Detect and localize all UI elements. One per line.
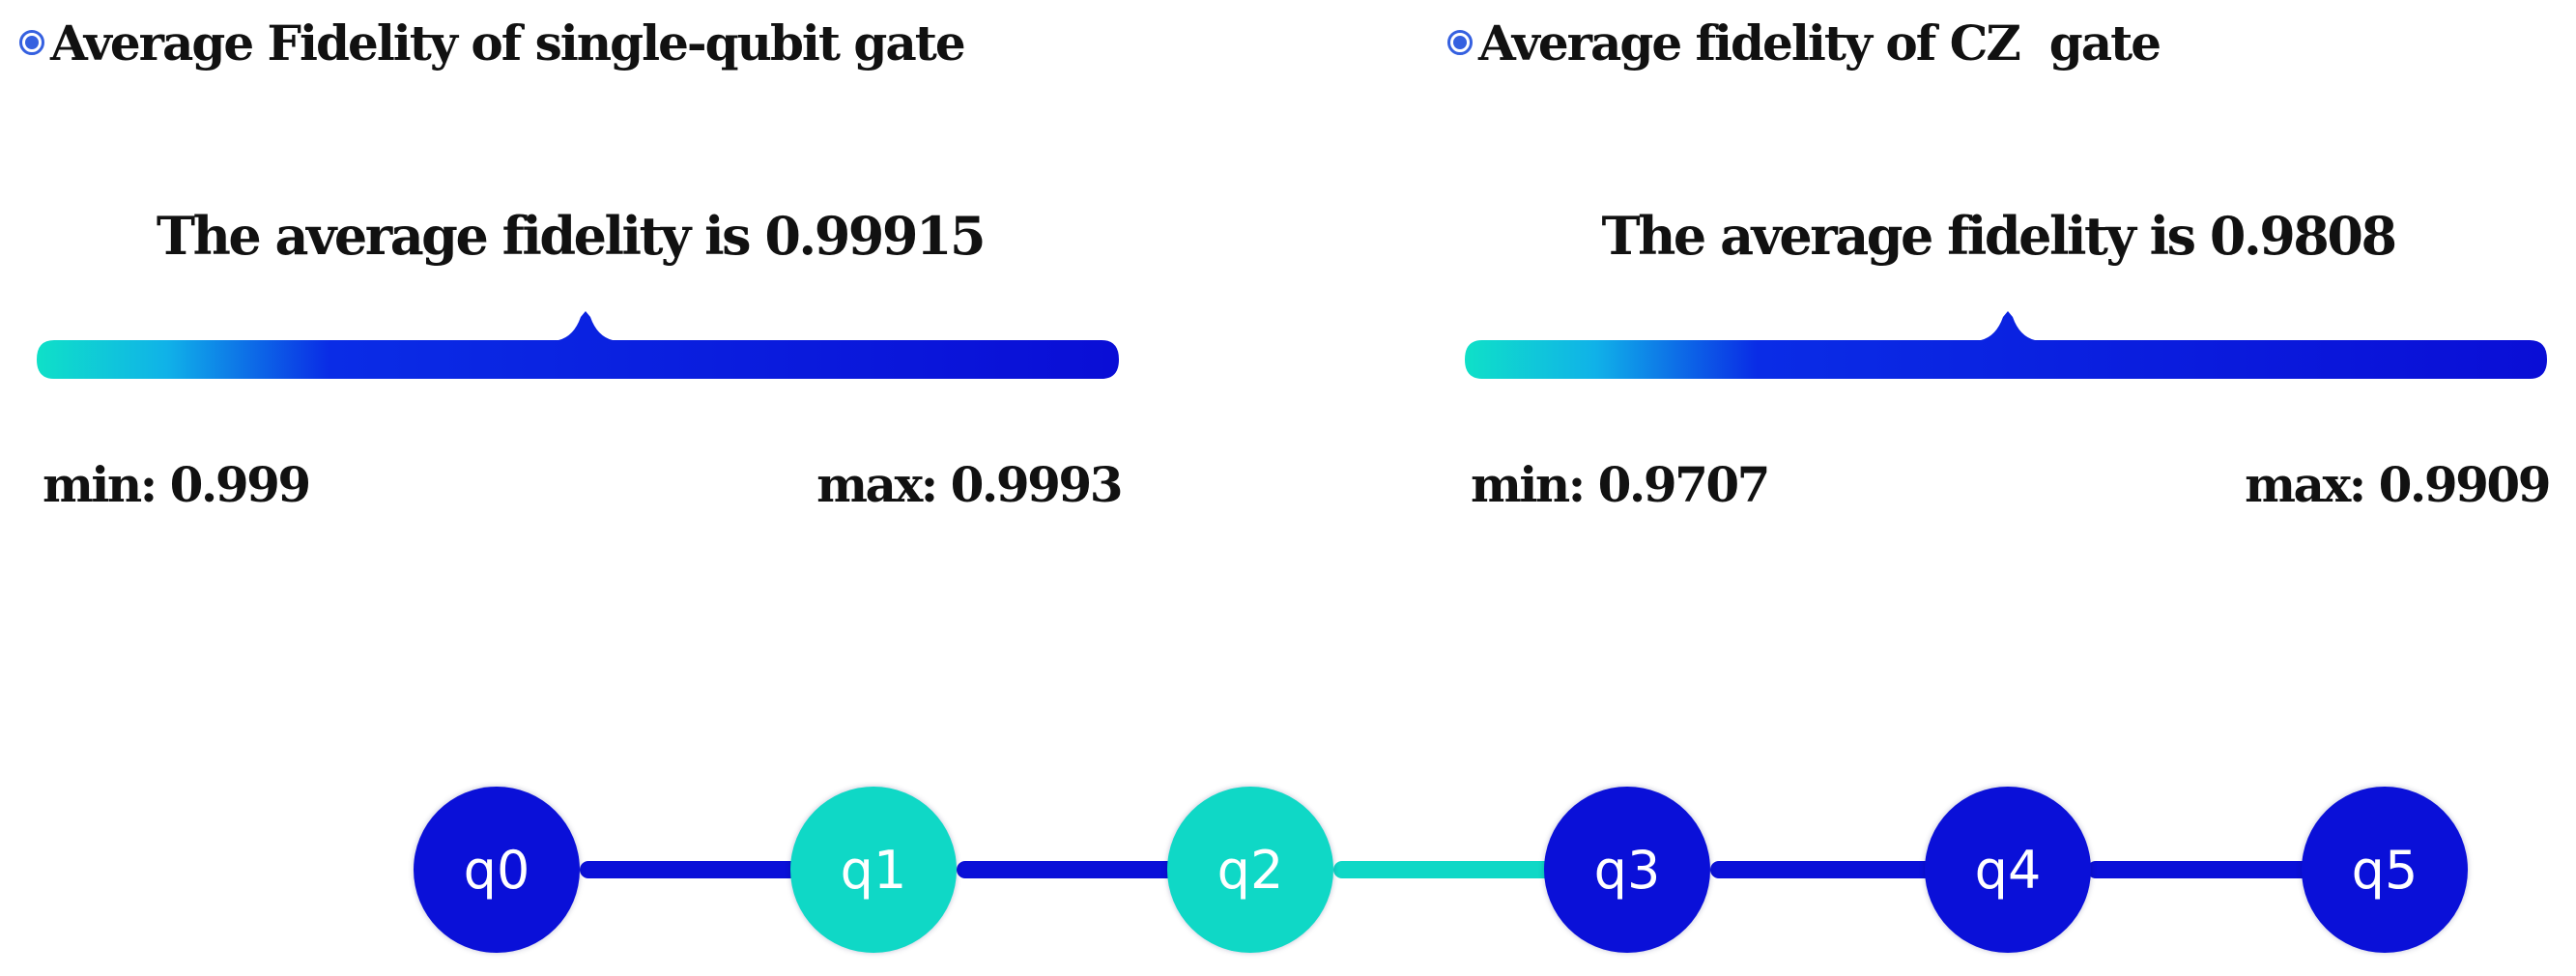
qubit-label: q0	[463, 839, 530, 901]
qubit-node-q4[interactable]: q4	[1925, 787, 2091, 953]
bullet-icon	[19, 30, 44, 55]
qubit-topology-graph: q0 q1 q2 q3 q4 q5	[0, 763, 2576, 976]
qubit-node-q2[interactable]: q2	[1167, 787, 1333, 953]
qubit-node-q3[interactable]: q3	[1544, 787, 1710, 953]
single-qubit-fidelity-panel: Average Fidelity of single-qubit gate Th…	[19, 0, 1159, 541]
coupler-q3-q4[interactable]	[1710, 861, 1942, 878]
coupler-q2-q3[interactable]	[1333, 861, 1556, 878]
qubit-label: q5	[2351, 839, 2419, 901]
bullet-icon	[1447, 30, 1473, 55]
cz-max-label: max: 0.9909	[2245, 456, 2551, 513]
cz-colorbar-track	[1465, 311, 2547, 379]
single-qubit-section-title: Average Fidelity of single-qubit gate	[50, 14, 966, 72]
cz-min-label: min: 0.9707	[1471, 456, 1770, 513]
cz-section-header: Average fidelity of CZ gate	[1447, 14, 2161, 72]
single-qubit-colorbar-track	[37, 311, 1119, 379]
single-qubit-max-label: max: 0.9993	[816, 456, 1123, 513]
single-qubit-average-text: The average fidelity is 0.99915	[156, 205, 987, 267]
qubit-label: q3	[1593, 839, 1661, 901]
cz-fidelity-panel: Average fidelity of CZ gate The average …	[1447, 0, 2576, 541]
coupler-q1-q2[interactable]	[957, 861, 1179, 878]
cz-section-title: Average fidelity of CZ gate	[1478, 14, 2161, 72]
single-qubit-section-header: Average Fidelity of single-qubit gate	[19, 14, 966, 72]
coupler-q0-q1[interactable]	[580, 861, 802, 878]
cz-average-text: The average fidelity is 0.9808	[1601, 205, 2397, 267]
qubit-node-q1[interactable]: q1	[790, 787, 957, 953]
qubit-node-q0[interactable]: q0	[414, 787, 580, 953]
qubit-label: q1	[840, 839, 907, 901]
qubit-label: q2	[1216, 839, 1284, 901]
qubit-node-q5[interactable]: q5	[2302, 787, 2468, 953]
qubit-label: q4	[1974, 839, 2042, 901]
coupler-q4-q5[interactable]	[2087, 861, 2319, 878]
single-qubit-min-label: min: 0.999	[43, 456, 311, 513]
single-qubit-fidelity-colorbar	[37, 311, 1119, 620]
cz-fidelity-colorbar	[1465, 311, 2547, 620]
